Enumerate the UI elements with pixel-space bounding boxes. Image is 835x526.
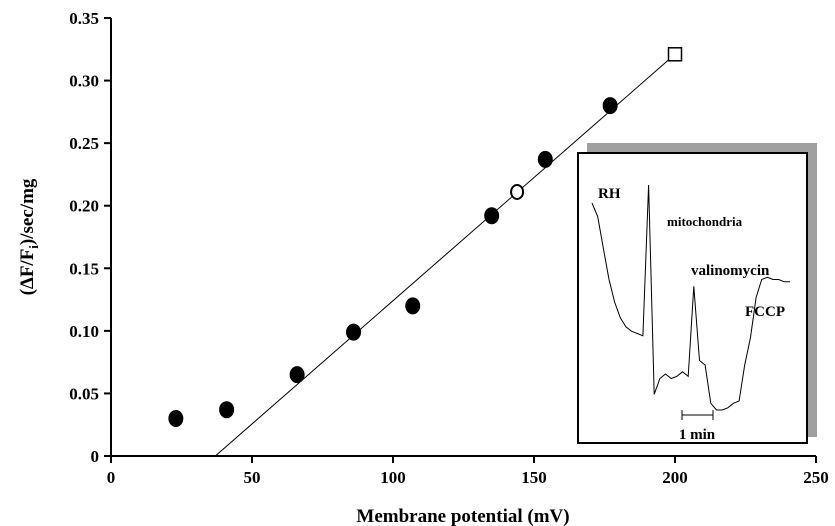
inset-scale-bar <box>681 410 714 420</box>
inset-label-fccp: FCCP <box>745 304 785 320</box>
data-point-filled <box>405 297 421 315</box>
y-ticks: 0 0.05 0.10 0.15 0.20 0.25 0.30 0.35 <box>69 9 111 466</box>
x-axis-label: Membrane potential (mV) <box>356 506 569 526</box>
data-point-filled <box>346 323 362 341</box>
y-axis-label-rest: )/sec/mg <box>17 178 38 245</box>
data-points <box>168 47 683 427</box>
data-point-open-square <box>667 47 683 62</box>
data-point-filled <box>219 401 235 419</box>
data-point-filled <box>602 97 618 115</box>
x-tick-label: 150 <box>521 468 547 487</box>
y-tick-label: 0.10 <box>69 322 99 341</box>
y-tick-label: 0.05 <box>69 384 99 403</box>
x-ticks: 0 50 100 150 200 250 <box>107 456 829 487</box>
inset-trace <box>591 184 790 411</box>
fit-line <box>215 53 676 457</box>
data-point-filled <box>289 366 305 384</box>
y-tick-label: 0 <box>91 447 100 466</box>
x-tick-label: 100 <box>380 468 406 487</box>
inset-label-mitochondria: mitochondria <box>667 214 743 229</box>
axes <box>110 18 816 457</box>
data-point-filled <box>484 207 500 225</box>
inset-label-rh: RH <box>598 186 621 202</box>
y-tick-label: 0.30 <box>69 72 99 91</box>
y-axis-label-sub: i <box>26 245 41 249</box>
y-tick-label: 0.25 <box>69 134 99 153</box>
x-tick-label: 50 <box>244 468 261 487</box>
y-tick-label: 0.35 <box>69 9 99 28</box>
y-tick-label: 0.20 <box>69 197 99 216</box>
inset-scale-bar-label: 1 min <box>679 427 716 443</box>
y-axis-label-main: (ΔF/F <box>17 249 38 296</box>
data-point-filled <box>168 409 184 427</box>
data-point-filled <box>537 150 553 168</box>
inset-label-valinomycin: valinomycin <box>691 263 770 279</box>
inset-panel: RH mitochondria valinomycin FCCP 1 min <box>577 143 817 444</box>
y-tick-label: 0.15 <box>69 259 99 278</box>
x-tick-label: 250 <box>803 468 829 487</box>
x-tick-label: 0 <box>107 468 116 487</box>
inset-frame <box>577 152 808 444</box>
data-point-open-circle <box>510 183 525 200</box>
y-axis-label: (ΔF/Fi)/sec/mg <box>17 178 41 295</box>
x-tick-label: 200 <box>662 468 688 487</box>
